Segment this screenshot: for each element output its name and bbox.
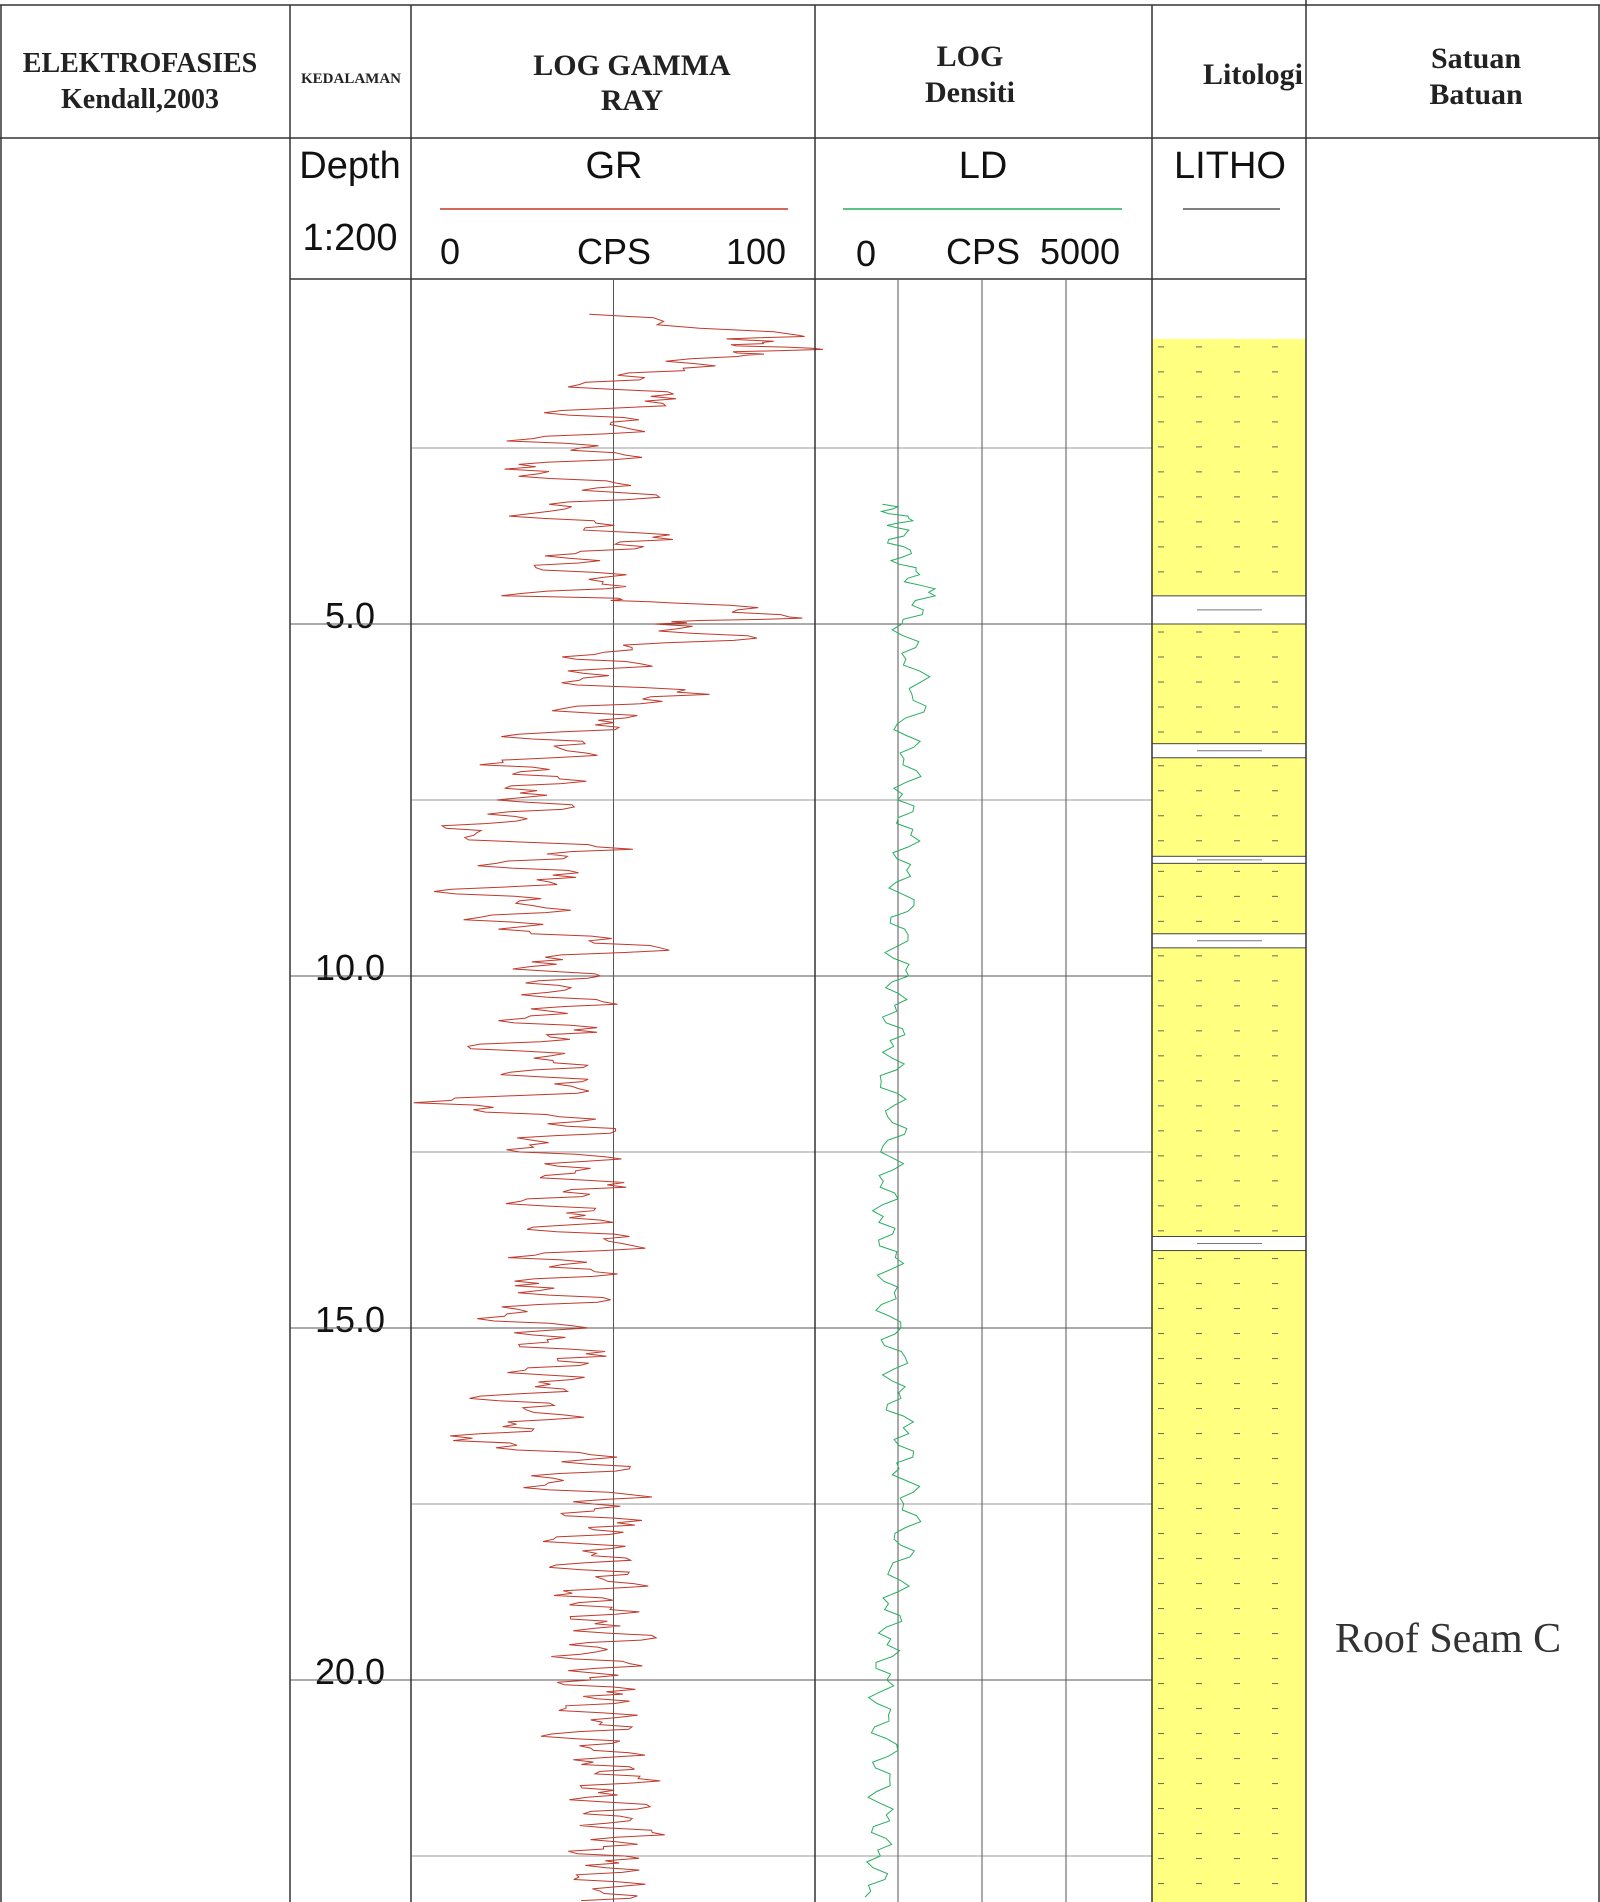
subheader-gr-name: GR xyxy=(586,145,643,187)
depth-tick-label-5: 5.0 xyxy=(325,595,375,636)
depth-tick-label-10: 10.0 xyxy=(315,947,385,988)
log-curves xyxy=(413,313,937,1902)
header-electrofacies-line2: Kendall,2003 xyxy=(61,84,219,115)
sandstone-interval xyxy=(1152,624,1306,744)
subheader-litho-name: LITHO xyxy=(1174,145,1286,187)
log-grid xyxy=(290,280,1152,1902)
header-unit-line2: Batuan xyxy=(1429,78,1523,111)
subheader-ld-name: LD xyxy=(959,145,1008,187)
subheader-ld-max: 5000 xyxy=(1040,231,1120,272)
header-lithology: Litologi xyxy=(1203,58,1303,91)
depth-tick-label-20: 20.0 xyxy=(315,1651,385,1692)
sandstone-interval xyxy=(1152,863,1306,934)
column-headers: ELEKTROFASIES Kendall,2003 KEDALAMAN LOG… xyxy=(23,40,1523,117)
ld-curve-line xyxy=(864,503,937,1898)
sandstone-interval xyxy=(1152,757,1306,857)
depth-axis: 5.0 10.0 15.0 20.0 xyxy=(315,595,385,1692)
subheader-gr-max: 100 xyxy=(726,231,786,272)
rock-unit-label: Roof Seam C xyxy=(1335,1616,1561,1662)
depth-tick-label-15: 15.0 xyxy=(315,1299,385,1340)
header-gamma-line2: RAY xyxy=(601,84,664,117)
header-density-line1: LOG xyxy=(937,40,1004,73)
subheader-ld-min: 0 xyxy=(856,233,876,274)
subheader-depth-scale: 1:200 xyxy=(302,217,397,259)
track-subheaders: Depth 1:200 GR 0 CPS 100 LD 0 CPS 5000 L… xyxy=(299,145,1286,274)
subheader-ld-unit: CPS xyxy=(946,231,1020,272)
sandstone-interval xyxy=(1152,947,1306,1237)
header-depth: KEDALAMAN xyxy=(301,71,401,87)
subheader-depth-label: Depth xyxy=(299,145,400,187)
header-unit-line1: Satuan xyxy=(1431,42,1521,75)
header-gamma-line1: LOG GAMMA xyxy=(533,49,731,82)
sandstone-interval xyxy=(1152,338,1306,596)
header-density-line2: Densiti xyxy=(925,76,1015,109)
sandstone-interval xyxy=(1152,1250,1306,1902)
header-electrofacies-line1: ELEKTROFASIES xyxy=(23,48,257,79)
subheader-gr-min: 0 xyxy=(440,231,460,272)
lithology-track xyxy=(1151,338,1307,1902)
subheader-gr-unit: CPS xyxy=(577,231,651,272)
gr-curve-line xyxy=(413,313,824,1902)
